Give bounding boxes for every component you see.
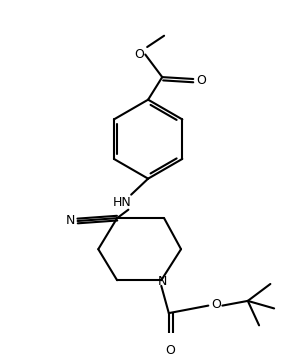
Text: O: O — [134, 48, 144, 61]
Text: O: O — [211, 298, 221, 311]
Text: N: N — [65, 215, 75, 228]
Text: O: O — [166, 344, 176, 354]
Text: O: O — [196, 74, 206, 87]
Text: N: N — [158, 275, 167, 288]
Text: HN: HN — [112, 196, 131, 209]
